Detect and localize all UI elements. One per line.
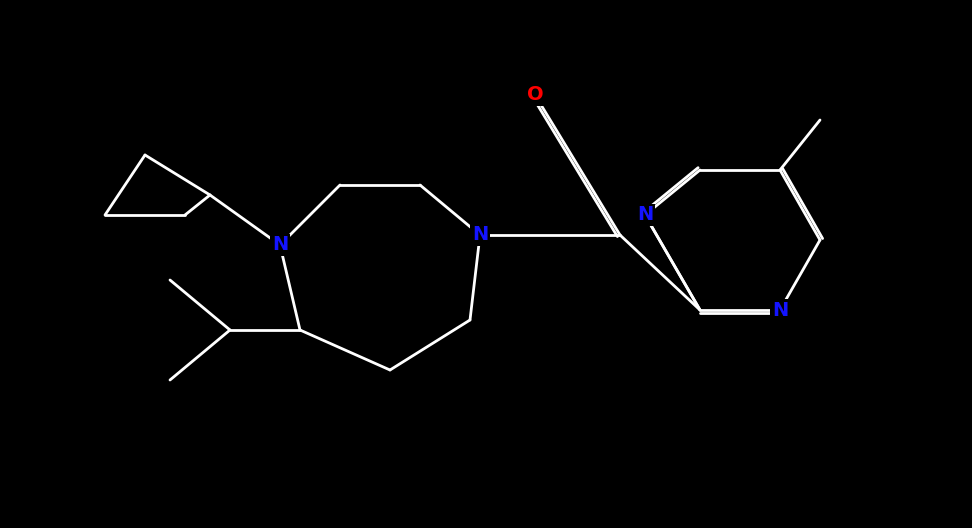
Text: N: N — [272, 235, 288, 254]
Text: O: O — [527, 86, 543, 105]
Text: N: N — [772, 300, 788, 319]
Text: N: N — [471, 225, 488, 244]
Text: N: N — [637, 205, 653, 224]
